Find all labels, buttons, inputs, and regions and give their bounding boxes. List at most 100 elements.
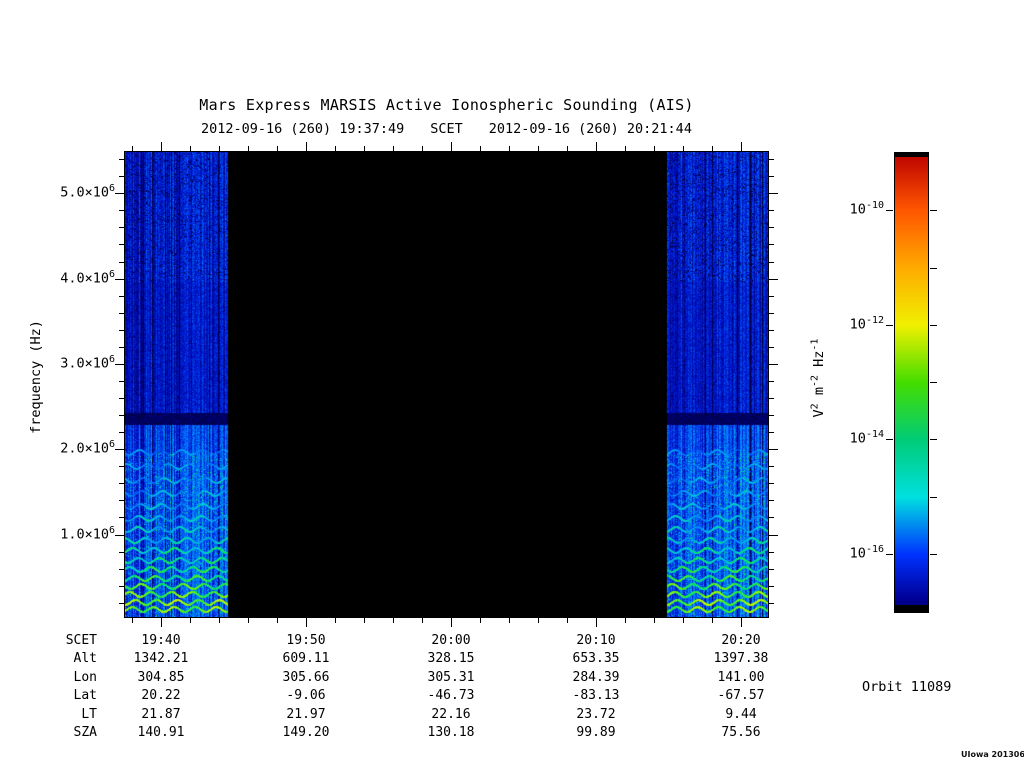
y-axis-tick-left xyxy=(115,193,124,194)
table-cell: 130.18 xyxy=(427,725,475,740)
colorbar-top-cap xyxy=(895,153,928,157)
x-axis-tick-top xyxy=(190,146,191,151)
y-axis-tick-left xyxy=(119,313,124,314)
y-axis-tick-right xyxy=(769,603,774,604)
x-axis-tick-top xyxy=(596,142,597,151)
colorbar-tick-label: 10-10 xyxy=(849,200,884,218)
table-cell: -67.57 xyxy=(717,688,765,703)
x-axis-tick-top xyxy=(132,146,133,151)
x-axis-tick-top xyxy=(625,146,626,151)
plot-title: Mars Express MARSIS Active Ionospheric S… xyxy=(199,96,694,114)
x-axis-tick-top xyxy=(712,146,713,151)
colorbar-unit-label: V2 m-2 Hz-1 xyxy=(809,338,827,418)
x-axis-tick-top xyxy=(683,146,684,151)
x-axis-tick-bottom xyxy=(451,618,452,627)
y-axis-tick-left xyxy=(119,517,124,518)
y-axis-tick-label: 4.0×106 xyxy=(60,269,115,287)
table-cell: 1397.38 xyxy=(713,651,769,666)
table-cell: 20:20 xyxy=(721,633,761,648)
table-cell: 99.89 xyxy=(576,725,616,740)
y-axis-tick-left xyxy=(119,586,124,587)
x-axis-tick-bottom xyxy=(741,618,742,627)
scet-start: 2012-09-16 (260) 19:37:49 xyxy=(201,121,405,137)
table-row-label-lt: LT xyxy=(81,707,97,722)
y-axis-tick-left xyxy=(119,347,124,348)
table-cell: 653.35 xyxy=(572,651,620,666)
x-axis-tick-bottom xyxy=(712,618,713,623)
y-axis-tick-right xyxy=(769,364,778,365)
x-axis-tick-top xyxy=(567,146,568,151)
x-axis-tick-bottom xyxy=(306,618,307,627)
y-axis-tick-right xyxy=(769,500,774,501)
y-axis-tick-left xyxy=(119,244,124,245)
y-axis-tick-left xyxy=(119,176,124,177)
colorbar-tick-left xyxy=(886,210,893,211)
y-axis-tick-right xyxy=(769,159,774,160)
colorbar-bottom-cap xyxy=(895,605,928,612)
colorbar-tick-right xyxy=(930,554,937,555)
x-axis-tick-top xyxy=(480,146,481,151)
y-axis-tick-right xyxy=(769,552,774,553)
x-axis-tick-top xyxy=(277,146,278,151)
y-axis-tick-right xyxy=(769,398,774,399)
x-axis-tick-bottom xyxy=(277,618,278,623)
y-axis-tick-left xyxy=(119,552,124,553)
x-axis-tick-top xyxy=(306,142,307,151)
y-axis-tick-left xyxy=(119,381,124,382)
table-row-label-lat: Lat xyxy=(73,688,97,703)
scet-axis-label: SCET xyxy=(430,121,463,137)
table-cell: 20:10 xyxy=(576,633,616,648)
watermark-label: UIowa 20130604 xyxy=(961,750,1024,759)
y-axis-tick-label: 5.0×106 xyxy=(60,183,115,201)
x-axis-tick-bottom xyxy=(219,618,220,623)
x-axis-tick-bottom xyxy=(509,618,510,623)
y-axis-tick-label: 1.0×106 xyxy=(60,525,115,543)
x-axis-tick-bottom xyxy=(654,618,655,623)
table-row-label-sza: SZA xyxy=(73,725,97,740)
y-axis-tick-right xyxy=(769,466,774,467)
x-axis-tick-bottom xyxy=(190,618,191,623)
y-axis-tick-left xyxy=(119,159,124,160)
table-cell: 1342.21 xyxy=(133,651,189,666)
table-cell: 9.44 xyxy=(725,707,757,722)
y-axis-tick-right xyxy=(769,586,774,587)
y-axis-tick-right xyxy=(769,535,778,536)
y-axis-tick-right xyxy=(769,483,774,484)
x-axis-tick-bottom xyxy=(132,618,133,623)
table-cell: 23.72 xyxy=(576,707,616,722)
y-axis-tick-left xyxy=(119,466,124,467)
x-axis-tick-top xyxy=(364,146,365,151)
table-cell: 21.87 xyxy=(141,707,181,722)
y-axis-tick-right xyxy=(769,569,774,570)
y-axis-tick-left xyxy=(119,603,124,604)
table-cell: -46.73 xyxy=(427,688,475,703)
table-cell: 305.66 xyxy=(282,670,330,685)
y-axis-tick-right xyxy=(769,517,774,518)
y-axis-tick-left xyxy=(119,296,124,297)
table-cell: 141.00 xyxy=(717,670,765,685)
y-axis-tick-left xyxy=(115,449,124,450)
y-axis-tick-right xyxy=(769,313,774,314)
x-axis-tick-bottom xyxy=(422,618,423,623)
plot-subtitle: 2012-09-16 (260) 19:37:49 SCET 2012-09-16 … xyxy=(125,121,768,137)
y-axis-tick-right xyxy=(769,244,774,245)
y-axis-tick-left xyxy=(119,262,124,263)
scet-end: 2012-09-16 (260) 20:21:44 xyxy=(488,121,692,137)
colorbar-tick-label: 10-16 xyxy=(849,544,884,562)
y-axis-tick-right xyxy=(769,176,774,177)
x-axis-tick-bottom xyxy=(480,618,481,623)
table-cell: -9.06 xyxy=(286,688,326,703)
x-axis-tick-bottom xyxy=(335,618,336,623)
colorbar-tick-label: 10-12 xyxy=(849,315,884,333)
table-cell: -83.13 xyxy=(572,688,620,703)
y-axis-tick-right xyxy=(769,432,774,433)
y-axis-tick-left xyxy=(115,364,124,365)
table-cell: 19:40 xyxy=(141,633,181,648)
colorbar-tick-left xyxy=(886,325,893,326)
colorbar-tick-right xyxy=(930,210,937,211)
x-axis-tick-bottom xyxy=(248,618,249,623)
y-axis-tick-left xyxy=(119,227,124,228)
table-cell: 19:50 xyxy=(286,633,326,648)
x-axis-tick-top xyxy=(422,146,423,151)
